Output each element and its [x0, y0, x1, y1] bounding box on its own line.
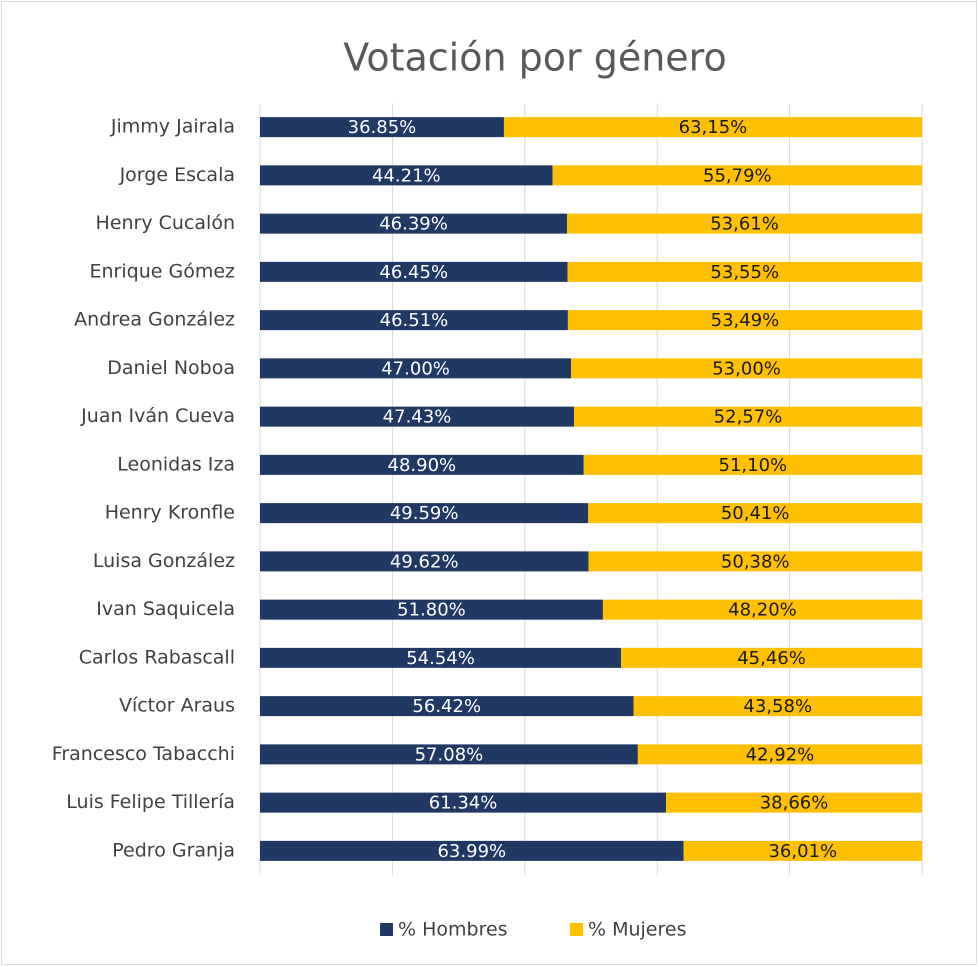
bar-segment [637, 744, 922, 765]
data-label: 48.90% [388, 455, 457, 476]
bar-segment [583, 454, 922, 475]
bar-segment [588, 551, 922, 572]
bar-segment [260, 599, 603, 620]
data-label: 46.39% [379, 214, 448, 235]
bar-segment [260, 454, 584, 475]
data-label: 50,41% [721, 503, 790, 524]
bar-segment [573, 406, 922, 427]
data-label: 51.80% [397, 600, 466, 621]
bar-segment [260, 310, 568, 331]
data-label: 63.99% [437, 841, 506, 862]
y-tick-label: Jorge Escala [119, 164, 235, 186]
bar-segment [260, 551, 589, 572]
bar-segment [633, 696, 922, 717]
y-tick-label: Luisa González [93, 550, 235, 572]
y-tick-label: Henry Kronfle [105, 502, 235, 524]
y-tick-label: Luis Felipe Tillería [66, 791, 235, 813]
data-label: 46.51% [380, 310, 449, 331]
data-label: 53,00% [712, 358, 781, 379]
bar-segment [621, 647, 922, 668]
bar-segment [260, 117, 504, 138]
legend-label: % Hombres [398, 919, 508, 941]
data-label: 56.42% [412, 696, 481, 717]
y-tick-label: Jimmy Jairala [110, 116, 235, 138]
y-tick-label: Andrea González [74, 309, 235, 331]
data-label: 36.85% [348, 117, 417, 138]
bar-segment [567, 261, 922, 282]
bar-segment [260, 696, 634, 717]
bar-segment [260, 503, 589, 524]
data-label: 50,38% [721, 551, 790, 572]
y-tick-label: Leonidas Iza [117, 453, 235, 475]
bar-segment [602, 599, 922, 620]
y-tick-label: Henry Cucalón [96, 212, 235, 234]
data-label: 52,57% [714, 407, 783, 428]
data-label: 57.08% [415, 744, 484, 765]
data-label: 42,92% [746, 744, 815, 765]
bar-segment [260, 840, 684, 861]
data-label: 53,49% [711, 310, 780, 331]
y-tick-label: Daniel Noboa [107, 357, 235, 379]
data-label: 54.54% [406, 648, 475, 669]
bar-segment [567, 213, 922, 234]
data-label: 45,46% [737, 648, 806, 669]
bar-segment [552, 165, 922, 186]
data-label: 43,58% [743, 696, 812, 717]
data-label: 47.43% [383, 407, 452, 428]
bar-segment [567, 310, 922, 331]
y-tick-label: Víctor Araus [119, 695, 235, 717]
legend-swatch [570, 923, 583, 936]
bar-segment [503, 117, 922, 138]
bar-segment [260, 647, 622, 668]
data-label: 61.34% [429, 793, 498, 814]
data-label: 36,01% [768, 841, 837, 862]
bar-segment [260, 744, 638, 765]
y-tick-label: Enrique Gómez [90, 260, 236, 282]
bar-segment [683, 840, 922, 861]
y-tick-label: Francesco Tabacchi [52, 743, 235, 765]
bar-segment [588, 503, 922, 524]
data-label: 51,10% [719, 455, 788, 476]
bar-segment [260, 358, 572, 379]
bar-segment [571, 358, 922, 379]
y-tick-label: Ivan Saquicela [96, 598, 235, 620]
legend-label: % Mujeres [588, 919, 686, 941]
data-label: 63,15% [679, 117, 748, 138]
data-label: 49.59% [390, 503, 459, 524]
bar-segment [260, 792, 667, 813]
data-label: 44.21% [372, 165, 441, 186]
data-label: 47.00% [381, 358, 450, 379]
data-label: 53,55% [710, 262, 779, 283]
legend-swatch [380, 923, 393, 936]
bar-segment [260, 261, 568, 282]
data-label: 55,79% [703, 165, 772, 186]
y-tick-label: Juan Iván Cueva [80, 405, 235, 427]
bar-segment [260, 406, 574, 427]
data-label: 48,20% [728, 600, 797, 621]
y-tick-label: Carlos Rabascall [79, 646, 235, 668]
y-tick-label: Pedro Granja [112, 839, 235, 861]
bar-segment [260, 165, 553, 186]
bar-segment [260, 213, 568, 234]
data-label: 46.45% [379, 262, 448, 283]
bar-segment [666, 792, 922, 813]
chart-title: Votación por género [343, 36, 726, 80]
data-label: 38,66% [760, 793, 829, 814]
data-label: 49.62% [390, 551, 459, 572]
data-label: 53,61% [710, 214, 779, 235]
